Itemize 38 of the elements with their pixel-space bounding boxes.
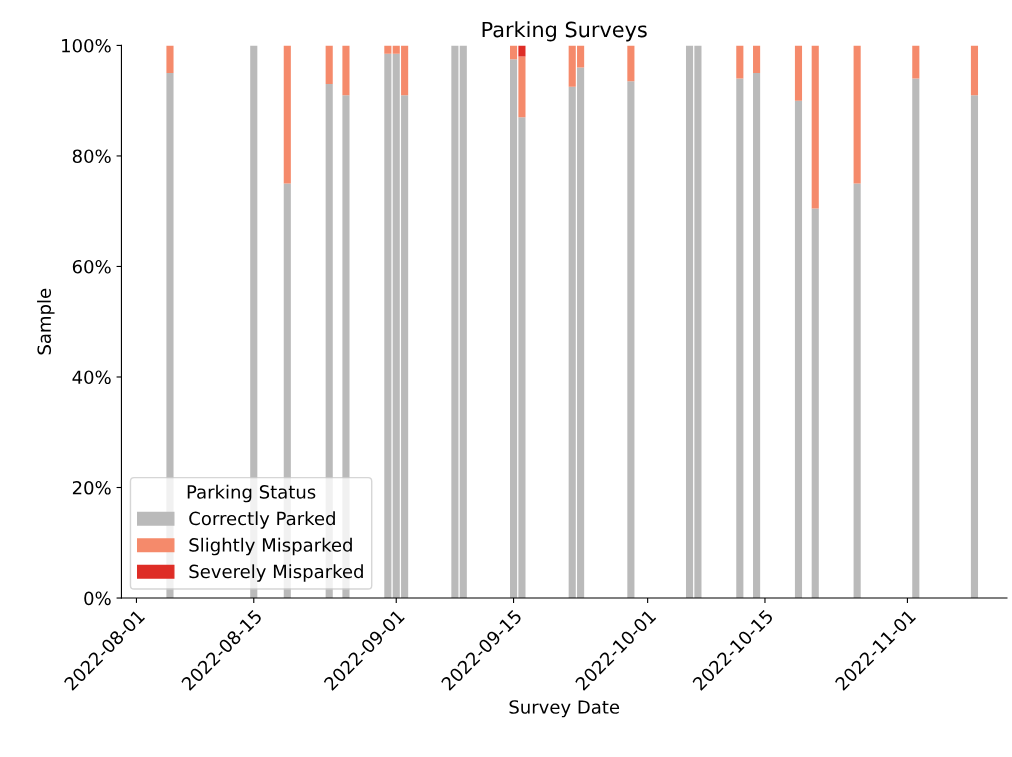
bar [627,45,635,82]
bar [912,45,920,79]
bar [912,78,920,599]
legend-label: Slightly Misparked [189,537,352,556]
bar [384,45,392,54]
bar [794,45,803,101]
bar [853,45,861,184]
bar [970,95,979,599]
bar [283,45,291,184]
bar [342,45,350,96]
bar [753,45,761,74]
bar [794,100,803,599]
bar [166,45,174,74]
y-tick-label: 0% [84,591,111,606]
legend-label: Severely Misparked [189,564,363,582]
y-axis-title: Sample [37,288,55,355]
bar [325,45,333,85]
y-tick-label: 60% [72,259,111,274]
bar [627,81,635,599]
chart-title: Parking Surveys [482,21,647,42]
bar [753,73,761,599]
y-tick-label: 40% [72,370,111,385]
bar [736,78,744,599]
bar [451,45,459,599]
x-axis-title: Survey Date [509,700,620,718]
bar [459,45,467,599]
y-tick-label: 100% [62,38,111,53]
bar [853,183,861,599]
y-tick-label: 20% [72,480,111,495]
bar [518,45,526,57]
bar [384,53,392,599]
legend-label: Correctly Parked [189,511,335,529]
bar [970,45,979,96]
bar [811,208,819,599]
bar [736,45,744,79]
legend-title: Parking Status [187,484,316,503]
bar [811,45,819,209]
y-tick-label: 80% [72,149,111,164]
